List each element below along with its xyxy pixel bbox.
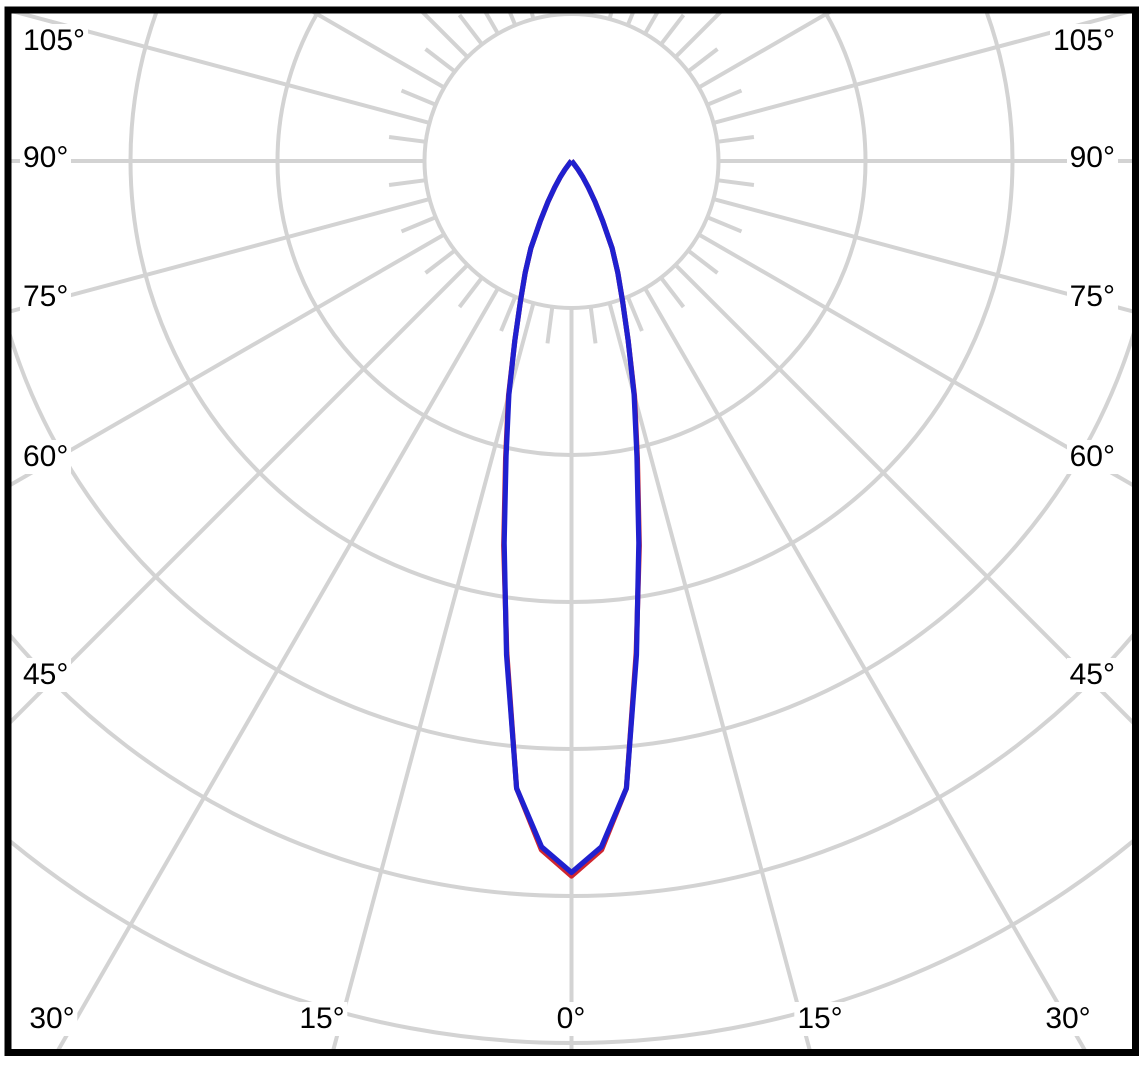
angle-label-bottom-15l: 15° <box>296 1002 348 1036</box>
angle-label-left-60: 60° <box>20 440 72 474</box>
angle-label-bottom-30r: 30° <box>1042 1002 1094 1036</box>
angle-label-left-105: 105° <box>20 24 89 58</box>
angle-label-right-90: 90° <box>1066 141 1118 175</box>
angle-label-right-75: 75° <box>1066 280 1118 314</box>
angle-label-left-90: 90° <box>20 141 72 175</box>
angle-label-right-45: 45° <box>1066 658 1118 692</box>
angle-label-right-60: 60° <box>1066 440 1118 474</box>
diagram-frame <box>4 6 1139 1056</box>
blue-curve <box>501 159 642 876</box>
angle-label-bottom-15r: 15° <box>794 1002 846 1036</box>
angle-label-bottom-0: 0° <box>553 1002 589 1036</box>
angle-label-right-105: 105° <box>1049 24 1118 58</box>
angle-label-left-45: 45° <box>20 658 72 692</box>
angle-label-bottom-30l: 30° <box>26 1002 78 1036</box>
angle-label-left-75: 75° <box>20 280 72 314</box>
